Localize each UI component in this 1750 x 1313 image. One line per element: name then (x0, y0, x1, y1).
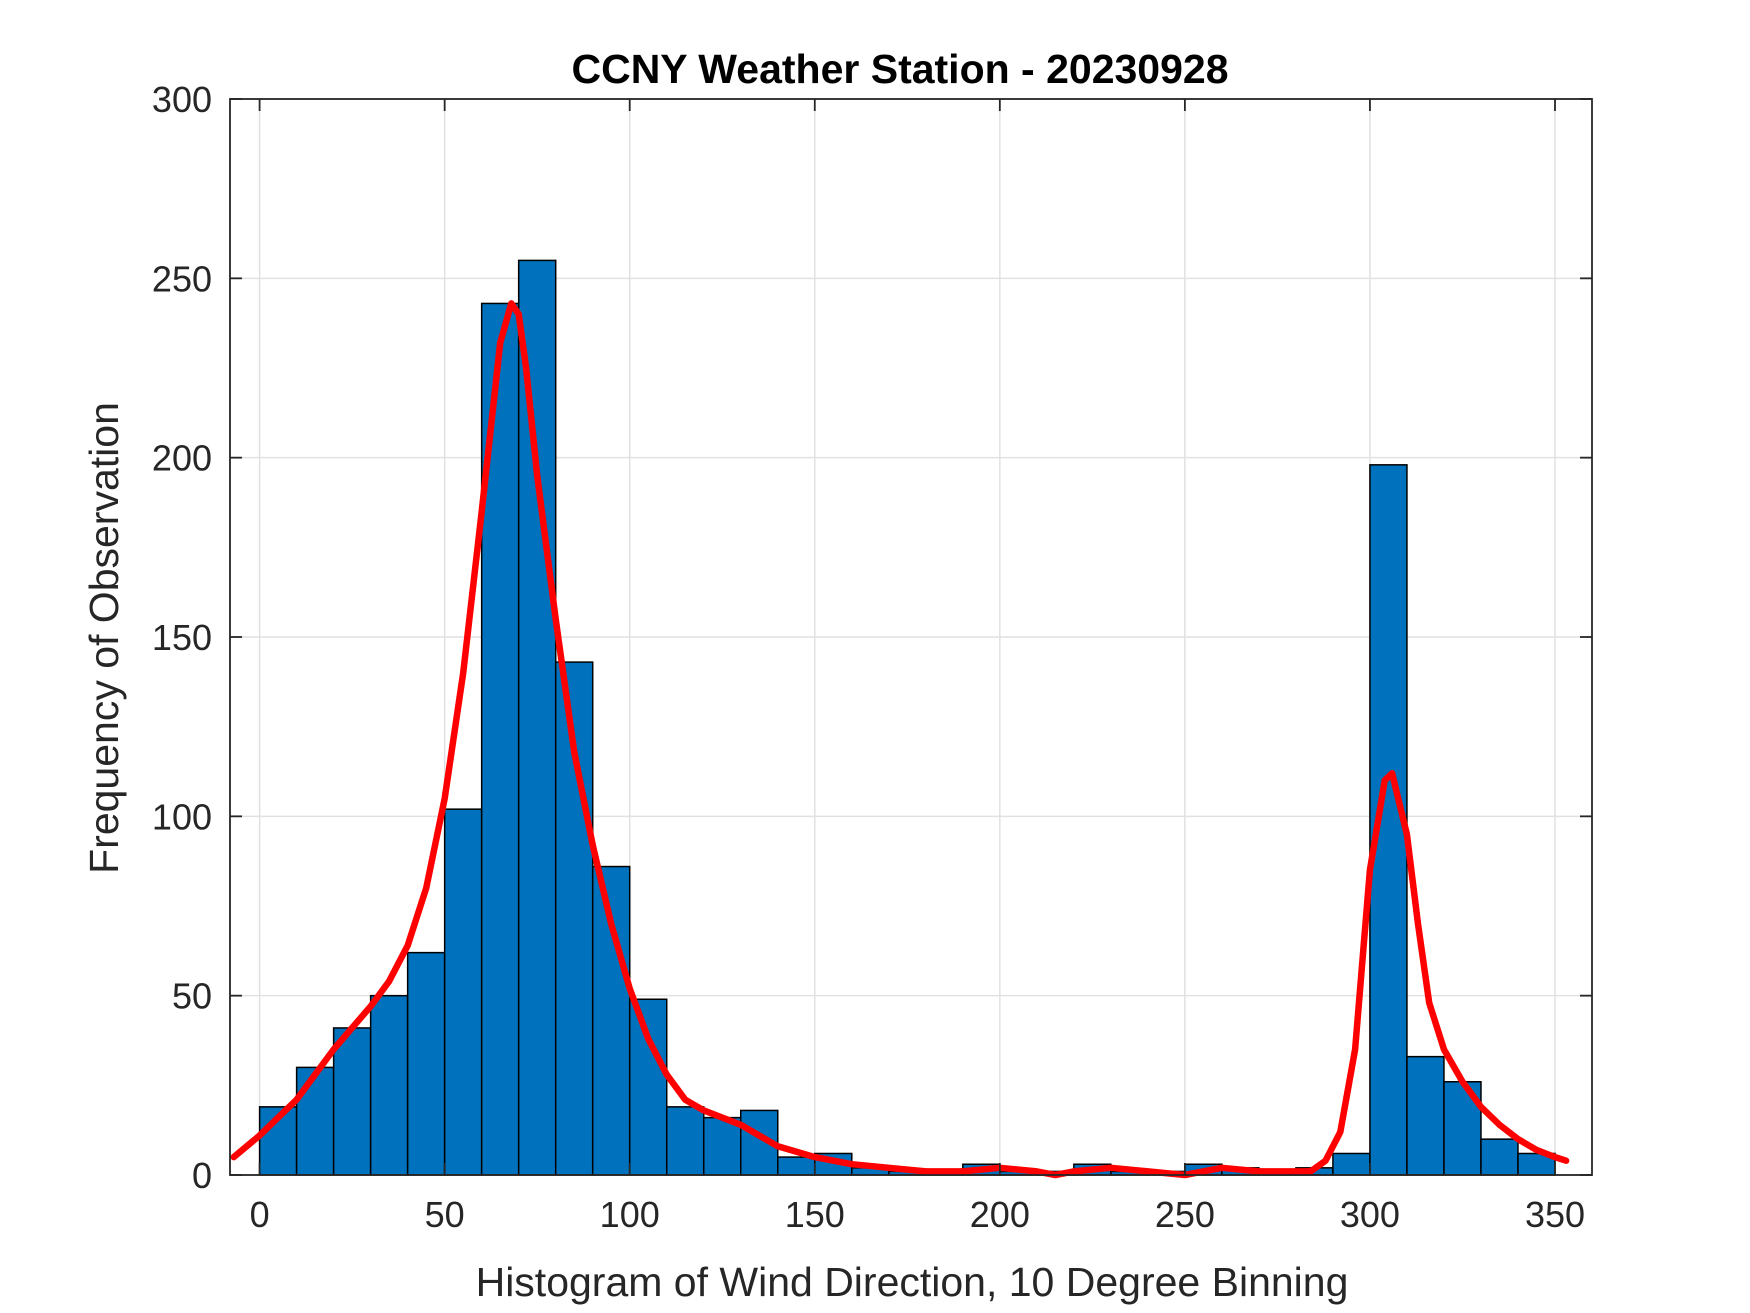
chart-title: CCNY Weather Station - 20230928 (571, 46, 1228, 92)
y-tick-label: 100 (152, 796, 212, 837)
histogram-bar-20 (332, 1027, 372, 1176)
histogram-bar-140 (777, 1156, 816, 1176)
histogram-bar-330 (1480, 1138, 1519, 1176)
histogram-bar-290 (1332, 1152, 1371, 1176)
x-tick-label: 0 (250, 1194, 270, 1235)
histogram-bar-50 (443, 808, 483, 1176)
x-tick-label: 250 (1155, 1194, 1215, 1235)
histogram-bar-40 (406, 951, 446, 1176)
histogram-bar-120 (702, 1116, 742, 1176)
y-tick-label: 0 (192, 1155, 212, 1196)
x-tick-label: 200 (970, 1194, 1030, 1235)
x-tick-label: 100 (600, 1194, 660, 1235)
y-tick-label: 250 (152, 258, 212, 299)
x-tick-label: 150 (785, 1194, 845, 1235)
y-axis-label: Frequency of Observation (81, 402, 127, 874)
histogram-bar-70 (517, 259, 557, 1176)
histogram-bar-310 (1406, 1055, 1445, 1176)
x-axis-label: Histogram of Wind Direction, 10 Degree B… (476, 1259, 1349, 1305)
x-tick-label: 350 (1525, 1194, 1585, 1235)
x-tick-label: 300 (1340, 1194, 1400, 1235)
histogram-bar-10 (295, 1066, 335, 1176)
y-tick-label: 50 (172, 976, 212, 1017)
histogram-bar-100 (628, 998, 668, 1176)
y-tick-label: 300 (152, 79, 212, 120)
y-tick-label: 150 (152, 617, 212, 658)
y-tick-label: 200 (152, 438, 212, 479)
fit-curve-line (230, 300, 1570, 1179)
fit-curve-layer (230, 300, 1570, 1179)
histogram-bar-110 (665, 1106, 705, 1176)
histogram-bar-30 (369, 994, 409, 1176)
x-tick-label: 50 (425, 1194, 465, 1235)
ticks-layer: 0 50 100 150 200 250 300 350 0 50 100 150 200 250 300 (152, 79, 1592, 1235)
